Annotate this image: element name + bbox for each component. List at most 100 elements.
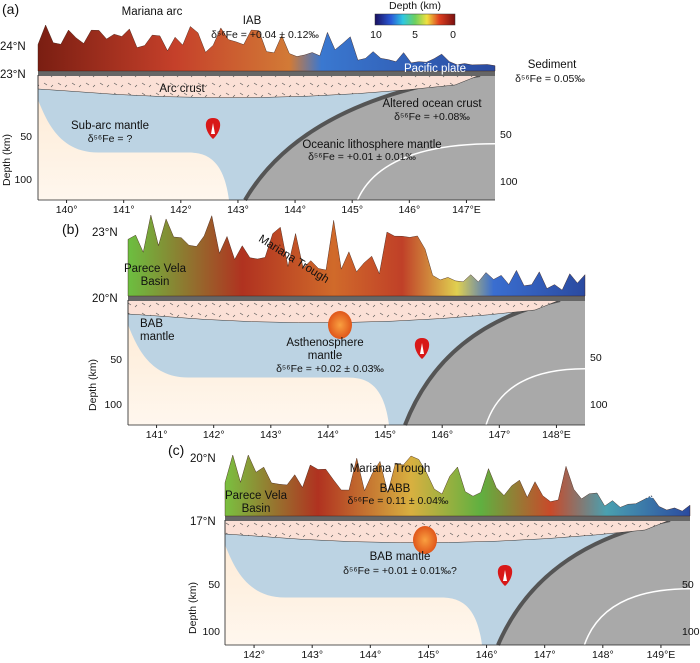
mantle — [225, 520, 670, 645]
melt-core — [503, 570, 507, 581]
annotation: BAB — [140, 318, 163, 330]
depth-tick: 100 — [14, 174, 32, 186]
panel-label: (a) — [2, 1, 19, 17]
melt-core — [211, 123, 215, 134]
lat-label: 23°N — [0, 69, 26, 81]
lat-label: 20°N — [92, 293, 118, 305]
annotation: Pacific plate — [404, 63, 466, 75]
block-diagrams — [37, 24, 691, 648]
lon-tick: 145° — [374, 429, 396, 441]
lon-tick: 143° — [301, 649, 323, 661]
annotation: BABB — [380, 483, 411, 495]
lon-tick: 144° — [284, 204, 306, 216]
lon-tick: 148°E — [542, 429, 571, 441]
lon-tick: 146° — [431, 429, 453, 441]
depth-axis-title: Depth (km) — [1, 134, 13, 186]
annotation: Mariana arc — [122, 6, 183, 18]
melt-core — [420, 343, 424, 354]
annotation: δ⁵⁶Fe = +0.01 ± 0.01‰? — [343, 565, 457, 577]
lon-tick: 144° — [359, 649, 381, 661]
panel-label: (c) — [168, 442, 184, 458]
depth-tick: 50 — [208, 579, 220, 591]
depth-axis-title: Depth (km) — [187, 582, 199, 634]
lon-tick: 146° — [476, 649, 498, 661]
colorbar-tick: 10 — [370, 29, 382, 41]
sediment — [38, 71, 495, 76]
annotation: δ⁵⁶Fe = +0.01 ± 0.01‰ — [308, 151, 416, 163]
crust — [37, 74, 481, 98]
asthenosphere-upwelling — [328, 311, 352, 339]
lon-tick: 145° — [418, 649, 440, 661]
lat-label: 24°N — [0, 41, 26, 53]
depth-tick: 50 — [500, 129, 512, 141]
annotation: Mariana Trough — [350, 463, 431, 475]
annotation: Pacific plate — [621, 489, 683, 501]
depth-tick: 100 — [682, 626, 700, 638]
depth-tick: 50 — [590, 352, 602, 364]
annotation: Sediment — [528, 59, 577, 71]
annotation: Pacific plate — [509, 257, 571, 269]
depth-tick: 100 — [104, 399, 122, 411]
annotation: Asthenosphere — [286, 337, 363, 349]
annotation: δ⁵⁶Fe = 0.11 ± 0.04‰ — [348, 495, 449, 507]
sediment — [128, 296, 585, 301]
crust — [224, 519, 671, 543]
annotation: δ⁵⁶Fe = +0.02 ± 0.03‰ — [276, 363, 384, 375]
terrain — [37, 24, 496, 72]
depth-tick: 100 — [500, 176, 518, 188]
lon-tick: 147° — [534, 649, 556, 661]
depth-tick: 50 — [682, 579, 694, 591]
colorbar — [374, 13, 456, 26]
annotation: δ⁵⁶Fe = ? — [88, 133, 133, 145]
annotation: Altered ocean crust — [382, 98, 482, 110]
lon-tick: 147°E — [452, 204, 481, 216]
lon-tick: 149°E — [647, 649, 676, 661]
block-diagram — [224, 454, 691, 648]
lat-label: 20°N — [190, 453, 216, 465]
lon-tick: 143° — [260, 429, 282, 441]
sediment — [225, 516, 690, 521]
lon-tick: 142° — [170, 204, 192, 216]
terrain — [224, 454, 691, 517]
lon-tick: 142° — [203, 429, 225, 441]
depth-axis-title: Depth (km) — [87, 359, 99, 411]
annotation: Arc crust — [159, 83, 205, 95]
panel-label: (b) — [62, 221, 79, 237]
mantle — [38, 75, 480, 200]
slab-inner — [356, 143, 496, 201]
slab-inner — [485, 368, 586, 426]
annotation: Parece Vela — [225, 490, 288, 502]
block-diagram — [37, 24, 496, 203]
annotation: δ⁵⁶Fe = +0.04 ± 0.12‰ — [211, 29, 319, 41]
slab — [245, 75, 495, 200]
lon-tick: 148° — [592, 649, 614, 661]
annotation: mantle — [140, 331, 175, 343]
slab — [405, 300, 585, 425]
lon-tick: 143° — [227, 204, 249, 216]
annotation: Sub-arc mantle — [71, 120, 149, 132]
colorbar-tick: 0 — [450, 29, 456, 41]
slab-inner — [583, 588, 691, 646]
lat-label: 17°N — [190, 516, 216, 528]
annotation: IAB — [243, 15, 262, 27]
depth-tick: 100 — [590, 399, 608, 411]
colorbar-tick: 5 — [412, 29, 418, 41]
lon-tick: 145° — [341, 204, 363, 216]
colorbar-title: Depth (km) — [389, 0, 441, 12]
asthenosphere-upwelling — [413, 526, 437, 554]
annotation: δ⁵⁶Fe = 0.05‰ — [515, 73, 585, 85]
lon-tick: 142° — [243, 649, 265, 661]
lon-tick: 140° — [56, 204, 78, 216]
annotation: Basin — [242, 503, 271, 515]
lon-tick: 141° — [146, 429, 168, 441]
annotation: mantle — [308, 350, 343, 362]
lon-tick: 147° — [488, 429, 510, 441]
lat-label: 23°N — [92, 227, 118, 239]
annotation: δ⁵⁶Fe = +0.08‰ — [394, 111, 470, 123]
annotation: BAB mantle — [370, 551, 431, 563]
lon-tick: 144° — [317, 429, 339, 441]
annotation: Parece Vela — [124, 263, 187, 275]
depth-tick: 50 — [20, 131, 32, 143]
